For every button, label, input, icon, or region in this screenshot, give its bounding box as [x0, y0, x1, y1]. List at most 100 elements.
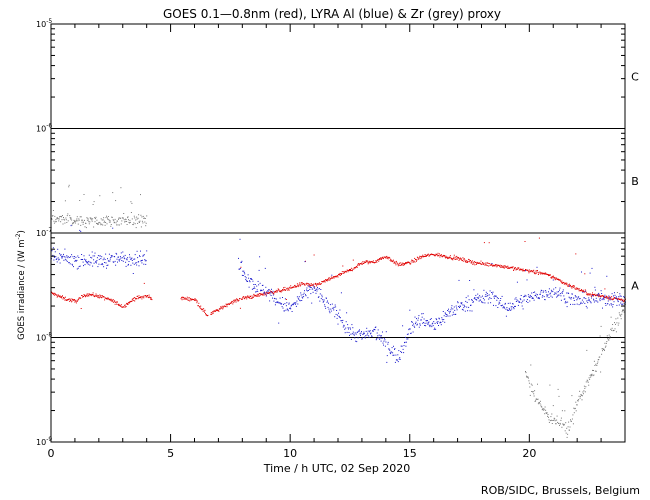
data-point [324, 304, 326, 306]
data-point [133, 258, 135, 260]
data-point [78, 218, 80, 220]
data-point [552, 420, 554, 421]
data-point [118, 303, 120, 305]
data-point [212, 312, 214, 314]
data-point [353, 268, 355, 270]
data-point [139, 220, 141, 222]
data-point [392, 352, 394, 354]
data-point [607, 338, 609, 340]
data-point [494, 265, 496, 267]
data-point [504, 267, 505, 269]
data-point [601, 353, 603, 355]
data-point [533, 395, 535, 397]
data-point [526, 299, 528, 301]
data-point [252, 295, 254, 297]
data-point [375, 326, 377, 328]
data-point [502, 266, 504, 268]
data-point [144, 221, 146, 223]
data-point [525, 270, 526, 272]
data-point [315, 282, 316, 284]
data-point [409, 328, 411, 330]
data-point [394, 262, 396, 264]
data-point [80, 297, 82, 299]
data-point [132, 298, 134, 299]
data-point [314, 287, 316, 289]
data-point [252, 288, 254, 290]
data-point [246, 298, 248, 300]
data-point [307, 290, 309, 291]
data-point [554, 420, 556, 422]
data-point [360, 334, 361, 336]
data-point [79, 200, 81, 201]
data-point [257, 291, 259, 292]
data-point [406, 262, 408, 264]
data-point [134, 254, 136, 256]
data-point [421, 257, 423, 259]
data-point [578, 399, 580, 401]
data-point [402, 262, 404, 264]
data-point [398, 264, 400, 266]
data-point [121, 257, 123, 259]
data-point [257, 295, 259, 297]
data-point [63, 219, 65, 221]
data-point [319, 293, 321, 295]
y-tick-label: 10-7 [36, 227, 52, 238]
data-point [316, 285, 317, 287]
data-point [577, 287, 579, 289]
data-point [116, 224, 118, 226]
data-point [560, 282, 562, 284]
data-point [569, 426, 571, 428]
data-point [254, 287, 256, 289]
data-point [139, 256, 141, 257]
data-point [263, 294, 265, 296]
data-point [457, 301, 459, 303]
data-point [241, 260, 243, 262]
data-point [62, 255, 64, 257]
data-point [437, 252, 439, 254]
data-point [131, 298, 133, 300]
data-point [251, 297, 253, 299]
data-point [560, 281, 562, 282]
data-point [578, 288, 580, 290]
data-point [554, 292, 556, 294]
data-point [383, 340, 385, 342]
data-point [623, 310, 625, 311]
data-point [262, 284, 264, 286]
data-point [427, 253, 429, 255]
data-point [469, 280, 471, 281]
data-point [184, 297, 186, 299]
data-point [196, 302, 198, 304]
data-point [333, 276, 335, 278]
data-point [390, 258, 392, 260]
data-point [422, 322, 424, 324]
data-point [576, 288, 578, 290]
data-point [83, 255, 85, 257]
data-point [110, 300, 112, 302]
data-point [309, 285, 311, 287]
data-point [284, 298, 286, 300]
data-point [547, 414, 549, 415]
data-point [210, 313, 212, 315]
data-point [62, 298, 64, 300]
data-point [330, 308, 332, 310]
data-point [563, 424, 565, 426]
data-point [286, 287, 288, 289]
data-point [546, 412, 548, 414]
data-point [117, 220, 118, 222]
data-point [341, 273, 343, 274]
data-point [114, 260, 116, 262]
data-point [104, 224, 106, 226]
data-point [426, 322, 428, 324]
data-point [603, 296, 604, 297]
data-point [74, 222, 76, 224]
data-point [604, 294, 606, 296]
data-point [352, 327, 354, 329]
data-point [308, 285, 310, 287]
data-point [64, 296, 66, 298]
data-point [401, 262, 403, 264]
data-point [93, 259, 95, 261]
data-point [421, 256, 423, 258]
data-point [411, 321, 413, 322]
data-point [394, 261, 396, 263]
data-point [251, 297, 253, 299]
